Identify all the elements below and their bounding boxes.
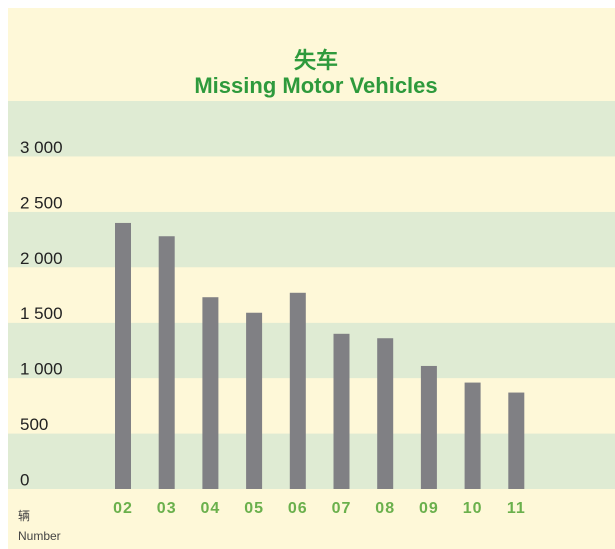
bar (333, 333, 350, 489)
bar (115, 222, 131, 489)
y-tick-label: 2 500 (20, 193, 63, 212)
bar (289, 292, 306, 489)
grid-band (8, 211, 615, 268)
bar (464, 382, 481, 489)
y-axis-label: Number (18, 529, 61, 543)
x-tick-label: 08 (375, 500, 395, 517)
x-tick-label: 05 (244, 500, 264, 517)
grid-band (8, 267, 615, 323)
y-unit-label: 辆 (18, 509, 30, 523)
chart-title: 失车 (294, 48, 338, 73)
x-tick-label: 07 (332, 500, 352, 517)
bar (202, 297, 219, 489)
chart-subtitle: Missing Motor Vehicles (194, 73, 437, 98)
x-tick-label: 04 (201, 500, 221, 517)
grid-band (8, 101, 615, 157)
bar (377, 338, 394, 489)
x-tick-label: 09 (419, 500, 439, 517)
bar (158, 236, 175, 489)
x-tick-label: 03 (157, 500, 177, 517)
grid-band (8, 322, 615, 379)
y-tick-label: 3 000 (20, 138, 63, 157)
x-tick-label: 11 (507, 500, 526, 517)
y-tick-label: 500 (20, 415, 48, 434)
x-tick-label: 06 (288, 500, 308, 517)
x-tick-label: 02 (113, 500, 133, 517)
bar (420, 365, 437, 489)
y-tick-label: 0 (20, 470, 29, 489)
y-tick-label: 1 500 (20, 304, 63, 323)
grid-band (8, 156, 615, 212)
bar (508, 392, 525, 489)
y-tick-label: 1 000 (20, 360, 63, 379)
bar (246, 312, 263, 489)
y-tick-label: 2 000 (20, 249, 63, 268)
x-tick-label: 10 (463, 500, 483, 517)
